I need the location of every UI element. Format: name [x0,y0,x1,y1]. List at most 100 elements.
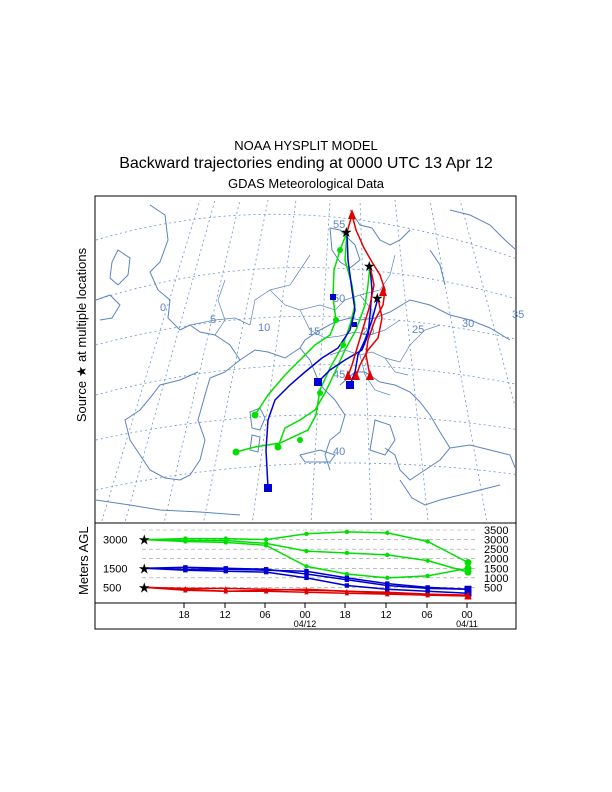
data-source-title: GDAS Meteorological Data [227,176,385,191]
lon-label: 10 [258,322,270,334]
profile-point [425,558,430,563]
profile-point [223,586,228,591]
blue-marker [346,381,354,389]
profile-point [304,575,309,581]
profile-point [425,586,430,591]
lon-label: 35 [512,309,524,321]
lat-label: 40 [333,446,345,458]
source-star-icon: ★ [371,291,384,307]
blue-marker [352,322,357,327]
green-marker [232,448,240,456]
lat-label: 50 [333,293,345,305]
green-marker [251,411,259,419]
green-marker [297,437,303,443]
green-marker [337,247,343,253]
profile-point [223,540,228,545]
profile-point [263,588,269,593]
profile-point [464,559,472,567]
profile-point [464,564,472,572]
height-tick-label: 1000 [484,573,508,585]
source-star-icon: ★ [138,533,151,549]
blue-trajectory-3 [349,297,379,386]
map-trajectories [235,212,386,489]
profile-point [263,543,269,548]
profile-point [344,589,350,594]
date-label: 04/11 [456,619,478,629]
green-marker [333,317,339,323]
borders [189,254,441,396]
profile-point [223,568,228,574]
profile-point [425,539,430,544]
map-markers: ★ ★ ★ [232,209,387,492]
map-grid-labels: 0 5 10 15 20 25 30 35 55 50 45 40 [160,219,524,458]
time-tick-label: 18 [178,610,190,621]
height-tick-label: 3000 [484,535,508,547]
profile-point [183,568,188,573]
time-tick-label: 06 [259,610,271,621]
start-level-label: 500 [103,582,121,594]
lon-label: 0 [160,302,166,314]
source-star-icon: ★ [340,225,353,241]
blue-marker [264,484,272,492]
profile-point [385,575,390,581]
profile-point [464,591,472,599]
green-trajectory-3 [277,265,371,448]
profile-point [223,566,228,571]
profile-point [385,583,390,588]
lat-label: 45 [333,369,345,381]
source-star-icon: ★ [138,561,151,577]
lon-label: 30 [462,318,474,330]
profile-point [344,583,350,588]
profile-point [304,548,309,554]
profile-point [464,585,472,593]
red-marker [352,370,360,380]
profile-point [425,589,430,594]
map-grid [96,199,515,522]
start-level-labels: 3000 ★ 1500 ★ 500 ★ [103,533,151,597]
profile-point [304,571,309,577]
profile-point [183,539,188,544]
red-trajectory-3 [355,297,383,377]
red-marker [379,286,387,296]
profile-point [425,592,430,598]
profile-point [304,590,309,595]
profile-point [385,530,390,536]
profile-point [263,537,269,542]
time-tick-label: 18 [339,610,351,621]
profile-point [304,568,309,574]
height-gridlines [142,529,478,588]
profile-point [183,588,188,593]
time-tick-label: 12 [380,610,392,621]
profile-point [223,589,228,594]
time-tick-label: 12 [219,610,231,621]
red-marker [366,370,374,380]
profile-point [425,573,430,579]
model-title: NOAA HYSPLIT MODEL [234,138,378,153]
date-label: 04/12 [294,619,317,629]
profile-series [144,529,472,600]
green-marker [274,443,282,451]
height-tick-label: 2500 [484,544,508,556]
lon-label: 15 [308,326,320,338]
green-marker [340,342,346,348]
lon-label: 25 [412,324,424,336]
y-axis-label: Meters AGL [76,526,91,595]
profile-point [344,577,350,582]
profile-point [385,590,390,596]
profile-point [344,571,350,577]
red-marker [348,209,356,219]
red-trajectory-1 [346,212,386,377]
profile-point [344,550,350,556]
profile-point [263,567,269,572]
map-panel: 0 5 10 15 20 25 30 35 55 50 45 40 [94,195,524,524]
coastlines [96,204,515,516]
red-marker [344,370,352,380]
time-tick-label: 06 [421,610,433,621]
blue-trajectory-1 [265,231,356,489]
start-level-label: 3000 [103,535,127,547]
profile-point [304,564,309,569]
profile-point [304,587,309,592]
time-tick-label: 00 [461,610,473,621]
red-trajectory-2 [347,265,375,377]
